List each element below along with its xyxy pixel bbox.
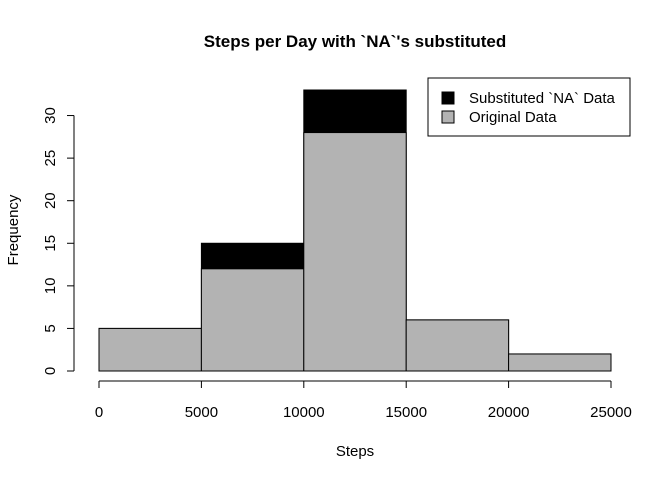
legend-swatch-2 [441,110,455,124]
bars-group [98,89,612,372]
original-bar-5 [508,353,612,372]
x-tick-label-3: 10000 [283,404,325,421]
y-tick-label-3: 10 [42,278,59,295]
y-tick-label-4: 15 [42,235,59,252]
y-axis-title: Frequency [5,194,22,265]
x-axis-title: Steps [336,443,374,460]
chart-title: Steps per Day with `NA`'s substituted [204,32,507,51]
legend-label-2: Original Data [469,109,557,126]
legend-box [427,77,631,137]
original-bar-1 [98,327,202,372]
legend: Substituted `NA` Data Original Data [427,77,631,137]
y-tick-label-5: 20 [42,192,59,209]
x-tick-label-2: 5000 [185,404,218,421]
y-tick-label-7: 30 [42,107,59,124]
y-axis: 0 5 10 15 20 25 30 [42,107,75,375]
y-tick-label-6: 25 [42,150,59,167]
legend-label-1: Substituted `NA` Data [469,90,616,107]
x-axis: 0 5000 10000 15000 20000 25000 [95,380,632,421]
x-tick-label-1: 0 [95,404,103,421]
x-tick-label-4: 15000 [385,404,427,421]
original-bar-4 [405,319,510,372]
legend-swatch-1 [441,91,455,105]
x-tick-label-5: 20000 [488,404,530,421]
y-tick-label-2: 5 [42,324,59,332]
y-tick-label-1: 0 [42,367,59,375]
x-tick-label-6: 25000 [590,404,632,421]
original-bar-3 [303,132,407,372]
original-bar-2 [200,268,305,372]
